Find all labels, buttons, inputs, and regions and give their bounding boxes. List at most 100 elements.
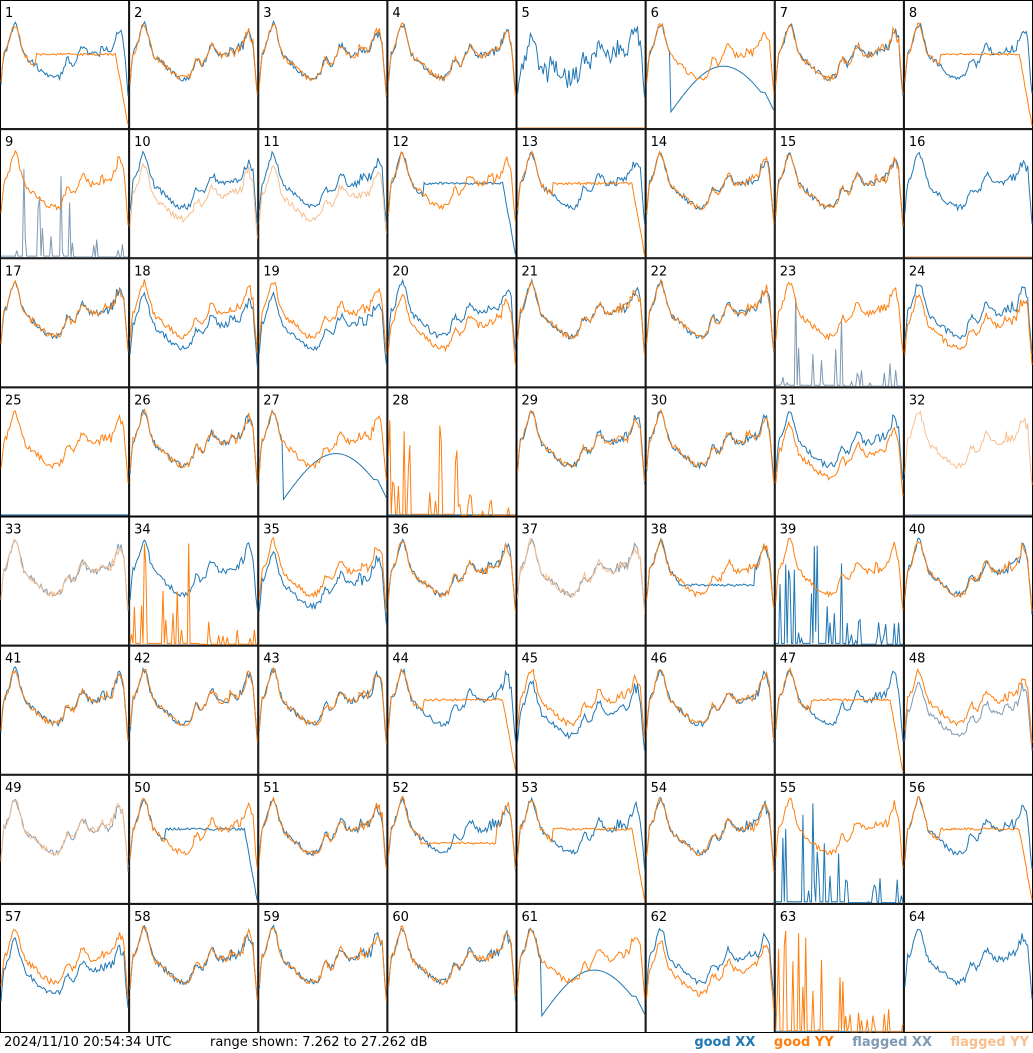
xx-series-line bbox=[258, 150, 387, 223]
tile-14: 14 bbox=[645, 129, 775, 259]
tile-label: 17 bbox=[5, 264, 22, 279]
tile-label: 33 bbox=[5, 523, 22, 538]
yy-series-line bbox=[517, 800, 646, 901]
tile-label: 29 bbox=[522, 393, 539, 408]
tile-2: 2 bbox=[129, 0, 259, 130]
tile-label: 18 bbox=[134, 264, 151, 279]
xx-series-line bbox=[775, 803, 904, 904]
tile-border bbox=[258, 516, 388, 646]
tile-16: 16 bbox=[903, 129, 1033, 259]
yy-series-line bbox=[387, 541, 516, 613]
tile-label: 60 bbox=[392, 910, 409, 925]
tile-22: 22 bbox=[645, 258, 775, 388]
tile-30: 30 bbox=[645, 387, 775, 517]
xx-series-line bbox=[904, 928, 1033, 1000]
tile-61: 61 bbox=[516, 903, 646, 1033]
xx-series-line bbox=[904, 283, 1033, 354]
xx-series-line bbox=[904, 682, 1033, 751]
yy-series-line bbox=[387, 795, 516, 870]
tile-label: 44 bbox=[392, 652, 409, 667]
yy-series-line bbox=[129, 797, 258, 869]
tile-label: 47 bbox=[780, 652, 797, 667]
yy-series-line bbox=[258, 281, 387, 354]
tile-border bbox=[903, 387, 1033, 517]
tile-label: 46 bbox=[651, 652, 668, 667]
tile-label: 62 bbox=[651, 910, 668, 925]
tile-label: 43 bbox=[263, 652, 280, 667]
tile-4: 4 bbox=[387, 0, 517, 130]
tile-border bbox=[129, 645, 259, 775]
tile-40: 40 bbox=[903, 516, 1033, 646]
yy-series-line bbox=[646, 408, 775, 483]
tile-label: 34 bbox=[134, 523, 151, 538]
xx-series-line bbox=[129, 539, 258, 610]
tile-29: 29 bbox=[516, 387, 646, 517]
yy-series-line bbox=[0, 149, 129, 226]
tile-59: 59 bbox=[258, 903, 388, 1033]
yy-series-line bbox=[646, 22, 775, 93]
yy-series-line bbox=[646, 278, 775, 351]
tile-38: 38 bbox=[645, 516, 775, 646]
tile-label: 31 bbox=[780, 393, 797, 408]
xx-series-line bbox=[904, 151, 1033, 224]
yy-series-line bbox=[517, 150, 646, 257]
tile-label: 63 bbox=[780, 910, 797, 925]
xx-series-line bbox=[1, 168, 129, 258]
yy-series-line bbox=[129, 543, 258, 645]
yy-series-line bbox=[0, 669, 129, 742]
tile-62: 62 bbox=[645, 903, 775, 1033]
xx-series-line bbox=[904, 22, 1033, 94]
tile-label: 7 bbox=[780, 6, 788, 21]
tile-border bbox=[0, 0, 130, 130]
xx-series-line bbox=[0, 798, 129, 872]
tile-label: 53 bbox=[522, 781, 539, 796]
tile-48: 48 bbox=[903, 645, 1033, 775]
xx-series-line bbox=[129, 798, 258, 901]
tile-25: 25 bbox=[0, 387, 130, 517]
tile-35: 35 bbox=[258, 516, 388, 646]
tile-label: 42 bbox=[134, 652, 151, 667]
yy-series-line bbox=[517, 537, 646, 614]
tile-label: 50 bbox=[134, 781, 151, 796]
yy-series-line bbox=[775, 797, 904, 868]
tile-3: 3 bbox=[258, 0, 388, 130]
tile-label: 49 bbox=[5, 781, 22, 796]
range-text: range shown: 7.262 to 27.262 dB bbox=[210, 1035, 428, 1050]
yy-series-line bbox=[129, 162, 258, 239]
yy-series-line bbox=[258, 165, 387, 234]
yy-series-line bbox=[387, 293, 516, 367]
xx-series-line bbox=[258, 550, 387, 625]
tile-label: 14 bbox=[651, 135, 668, 150]
yy-series-line bbox=[517, 410, 646, 482]
tile-label: 5 bbox=[522, 6, 530, 21]
tile-36: 36 bbox=[387, 516, 517, 646]
yy-series-line bbox=[517, 927, 646, 998]
xx-series-line bbox=[0, 937, 129, 1009]
tile-21: 21 bbox=[516, 258, 646, 388]
tile-label: 1 bbox=[5, 6, 13, 21]
tile-label: 55 bbox=[780, 781, 797, 796]
yy-series-line bbox=[646, 796, 775, 873]
yy-series-line bbox=[129, 924, 258, 1001]
tile-label: 9 bbox=[5, 135, 13, 150]
tile-label: 38 bbox=[651, 523, 668, 538]
tile-label: 56 bbox=[909, 781, 926, 796]
xx-series-line bbox=[129, 924, 258, 1000]
tile-15: 15 bbox=[774, 129, 904, 259]
tile-label: 39 bbox=[780, 523, 797, 538]
xx-series-line bbox=[517, 927, 646, 1018]
tile-border bbox=[645, 0, 775, 130]
tile-border bbox=[0, 774, 130, 904]
tile-64: 64 bbox=[903, 903, 1033, 1033]
yy-series-line bbox=[258, 23, 387, 96]
tile-56: 56 bbox=[903, 774, 1033, 904]
tile-label: 35 bbox=[263, 523, 280, 538]
tile-border bbox=[0, 258, 130, 388]
tile-label: 3 bbox=[263, 6, 271, 21]
tile-label: 52 bbox=[392, 781, 409, 796]
tile-60: 60 bbox=[387, 903, 517, 1033]
yy-series-line bbox=[258, 409, 387, 480]
tile-33: 33 bbox=[0, 516, 130, 646]
tile-19: 19 bbox=[258, 258, 388, 388]
